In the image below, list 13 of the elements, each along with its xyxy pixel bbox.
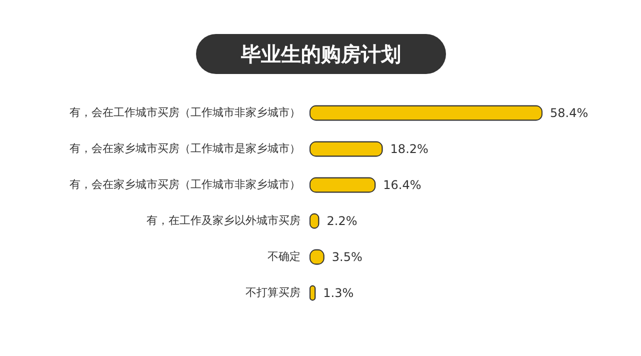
data-label: 16.4%	[383, 178, 422, 192]
data-label: 1.3%	[323, 286, 354, 300]
y-tick-label: 不打算买房	[246, 286, 300, 299]
y-tick-label: 不确定	[268, 250, 300, 263]
y-tick-label: 有，会在家乡城市买房（工作城市非家乡城市）	[70, 178, 300, 191]
y-tick-label: 有，会在工作城市买房（工作城市非家乡城市）	[70, 106, 300, 119]
y-tick-label: 有，在工作及家乡以外城市买房	[146, 214, 300, 227]
data-label: 18.2%	[390, 142, 428, 156]
data-label: 58.4%	[550, 106, 588, 120]
data-label: 3.5%	[332, 250, 362, 264]
data-label: 2.2%	[326, 214, 358, 228]
y-tick-label: 有，会在家乡城市买房（工作城市是家乡城市）	[70, 142, 300, 155]
chart-title: 毕业生的购房计划	[196, 34, 446, 74]
